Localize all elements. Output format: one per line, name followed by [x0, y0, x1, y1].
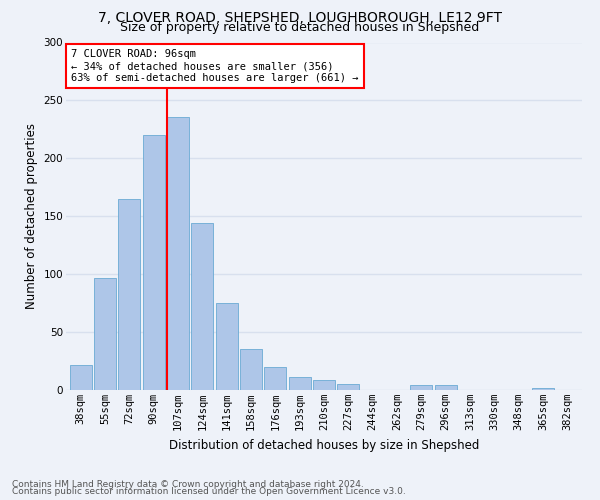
Bar: [532, 388, 554, 390]
Bar: [265, 367, 286, 390]
X-axis label: Distribution of detached houses by size in Shepshed: Distribution of detached houses by size …: [169, 438, 479, 452]
Bar: [410, 386, 433, 390]
Bar: [215, 303, 238, 390]
Text: 7 CLOVER ROAD: 96sqm
← 34% of detached houses are smaller (356)
63% of semi-deta: 7 CLOVER ROAD: 96sqm ← 34% of detached h…: [71, 50, 359, 82]
Bar: [435, 386, 457, 390]
Text: Size of property relative to detached houses in Shepshed: Size of property relative to detached ho…: [121, 21, 479, 34]
Bar: [289, 378, 311, 390]
Bar: [118, 199, 140, 390]
Bar: [191, 223, 213, 390]
Text: Contains HM Land Registry data © Crown copyright and database right 2024.: Contains HM Land Registry data © Crown c…: [12, 480, 364, 489]
Bar: [143, 135, 164, 390]
Bar: [313, 380, 335, 390]
Bar: [94, 278, 116, 390]
Bar: [70, 364, 92, 390]
Y-axis label: Number of detached properties: Number of detached properties: [25, 123, 38, 309]
Bar: [240, 350, 262, 390]
Text: 7, CLOVER ROAD, SHEPSHED, LOUGHBOROUGH, LE12 9FT: 7, CLOVER ROAD, SHEPSHED, LOUGHBOROUGH, …: [98, 11, 502, 25]
Text: Contains public sector information licensed under the Open Government Licence v3: Contains public sector information licen…: [12, 487, 406, 496]
Bar: [337, 384, 359, 390]
Bar: [167, 116, 189, 390]
